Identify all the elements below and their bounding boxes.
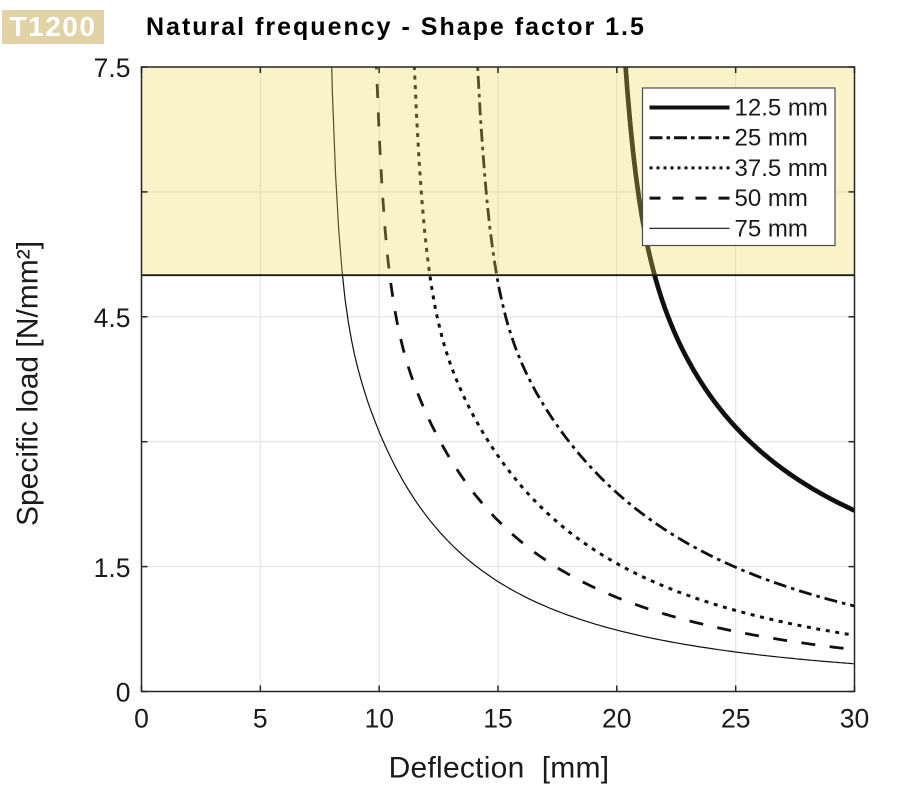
svg-text:5: 5 <box>253 704 268 734</box>
svg-text:50 mm: 50 mm <box>735 185 808 212</box>
svg-text:10: 10 <box>364 704 393 734</box>
svg-text:Specific load [N/mm²]: Specific load [N/mm²] <box>12 241 45 526</box>
svg-text:37.5 mm: 37.5 mm <box>735 155 828 182</box>
svg-text:0: 0 <box>116 678 131 708</box>
svg-text:20: 20 <box>602 704 631 734</box>
svg-text:75 mm: 75 mm <box>735 215 808 242</box>
svg-text:0: 0 <box>134 704 149 734</box>
svg-text:25: 25 <box>721 704 750 734</box>
svg-text:1.5: 1.5 <box>94 553 131 583</box>
svg-text:30: 30 <box>840 704 869 734</box>
svg-text:25 mm: 25 mm <box>735 125 808 152</box>
svg-text:7.5: 7.5 <box>94 53 131 83</box>
svg-text:15: 15 <box>483 704 512 734</box>
svg-text:12.5 mm: 12.5 mm <box>735 95 828 122</box>
svg-text:4.5: 4.5 <box>94 303 131 333</box>
svg-text:Deflection [mm]: Deflection [mm] <box>389 752 610 785</box>
